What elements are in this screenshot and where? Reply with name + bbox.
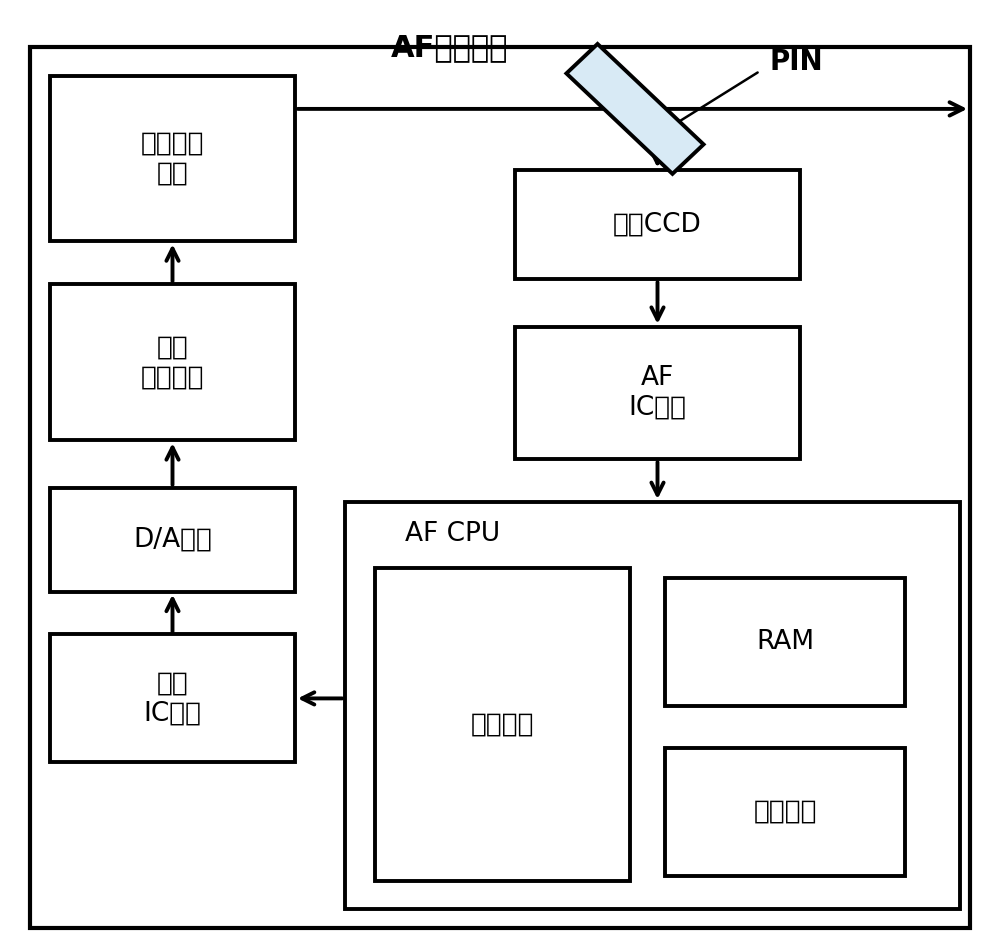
Bar xyxy=(345,502,960,909)
Polygon shape xyxy=(566,44,704,174)
Bar xyxy=(50,634,295,762)
Text: 调焦
力矩电机: 调焦 力矩电机 xyxy=(141,334,204,390)
Bar xyxy=(665,578,905,706)
Text: 计算单元: 计算单元 xyxy=(753,799,817,825)
Text: 接收光学
天线: 接收光学 天线 xyxy=(141,131,204,187)
Bar xyxy=(50,76,295,241)
Bar xyxy=(665,748,905,876)
Text: AF
IC接口: AF IC接口 xyxy=(629,365,686,421)
Text: 驱动
IC接口: 驱动 IC接口 xyxy=(144,670,202,726)
Bar xyxy=(515,170,800,279)
Bar xyxy=(50,488,295,592)
Text: D/A变换: D/A变换 xyxy=(133,527,212,553)
Text: 控制单元: 控制单元 xyxy=(471,711,534,738)
Text: PIN: PIN xyxy=(770,47,824,76)
Text: 跟踪CCD: 跟踪CCD xyxy=(613,212,702,238)
Bar xyxy=(515,327,800,459)
Text: AF CPU: AF CPU xyxy=(405,521,500,546)
Bar xyxy=(50,284,295,440)
Bar xyxy=(375,568,630,881)
Text: RAM: RAM xyxy=(756,629,814,654)
Text: AF控制系统: AF控制系统 xyxy=(391,33,509,63)
